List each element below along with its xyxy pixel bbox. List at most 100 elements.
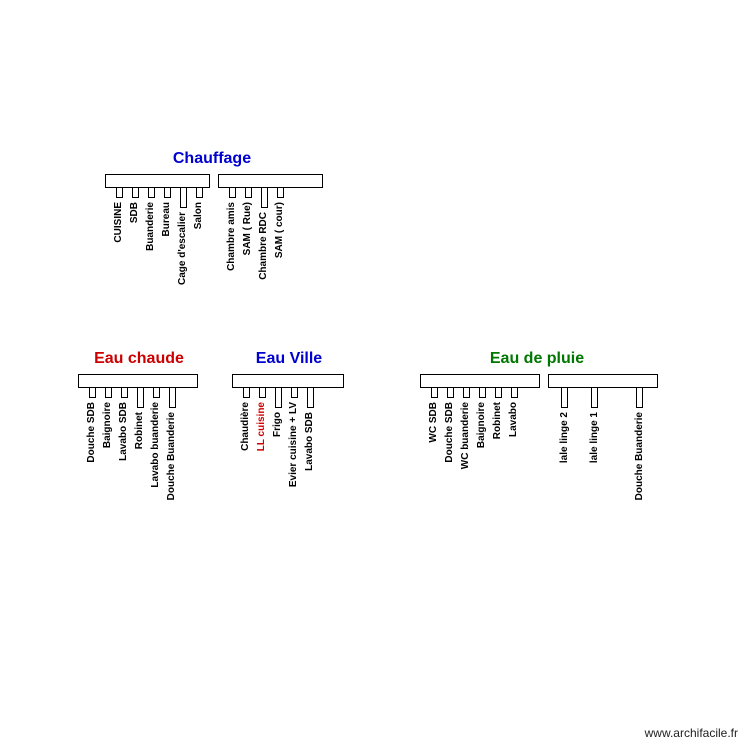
- outlet-tube: [277, 188, 284, 198]
- outlet-tube: [229, 188, 236, 198]
- outlet: Frigo: [270, 388, 286, 487]
- manifold-title: Eau Ville: [232, 350, 346, 368]
- outlet-label: lale linge 1: [590, 412, 600, 463]
- outlet-tube: [132, 188, 139, 198]
- outlet: Douche Buanderie: [635, 388, 645, 500]
- outlet-label: Lavabo buanderie: [151, 402, 161, 488]
- outlet-tube: [243, 388, 250, 398]
- outlet: Chambre amis: [224, 188, 240, 280]
- outlet-tube: [137, 388, 144, 408]
- outlet: Robinet: [132, 388, 148, 500]
- header-bar: [232, 374, 344, 388]
- outlet-tube: [169, 388, 176, 408]
- outlets: lale linge 2lale linge 1Douche Buanderie: [548, 388, 658, 389]
- header-bar: [420, 374, 540, 388]
- outlet-tube: [148, 188, 155, 198]
- outlet: Buanderie: [143, 188, 159, 285]
- outlet: LL cuisine: [254, 388, 270, 487]
- outlet: lale linge 1: [590, 388, 600, 463]
- outlet-label: Frigo: [273, 412, 283, 437]
- manifold-eau_chaude: Eau chaudeDouche SDBBaignoireLavabo SDBR…: [78, 350, 206, 500]
- outlet-tube: [180, 188, 187, 208]
- outlet: SAM ( Rue): [240, 188, 256, 280]
- outlet: Douche SDB: [442, 388, 458, 469]
- outlet: Douche Buanderie: [164, 388, 180, 500]
- manifold-bar: WC SDB Douche SDB WC buanderie Baignoire Rob…: [420, 374, 546, 469]
- outlet-tube: [116, 188, 123, 198]
- outlet-label: Douche SDB: [445, 402, 455, 463]
- outlet-tube: [259, 388, 266, 398]
- outlet-tube: [261, 188, 268, 208]
- outlet: CUISINE: [111, 188, 127, 285]
- outlet: Lavabo buanderie: [148, 388, 164, 500]
- outlet-label: Lavabo: [509, 402, 519, 437]
- manifold-bar: Chaudière LL cuisine FrigoEvier cuisine + …: [232, 374, 350, 487]
- outlet-label: Salon: [194, 202, 204, 229]
- outlet: Chaudière: [238, 388, 254, 487]
- manifold-bar: Douche SDB Baignoire Lavabo SDB Robinet Lava…: [78, 374, 204, 500]
- outlet-tube: [447, 388, 454, 398]
- outlet-tube: [291, 388, 298, 398]
- outlet: Salon: [191, 188, 207, 285]
- outlet-label: Baignoire: [103, 402, 113, 448]
- outlets: Douche SDB Baignoire Lavabo SDB Robinet Lava…: [78, 388, 204, 500]
- outlet-label: WC SDB: [429, 402, 439, 443]
- outlet-label: Douche SDB: [87, 402, 97, 463]
- outlet-tube: [591, 388, 598, 408]
- outlet-label: Chambre RDC: [259, 212, 269, 280]
- outlet-label: Buanderie: [146, 202, 156, 251]
- outlet-label: Lavabo SDB: [119, 402, 129, 461]
- outlet-label: LL cuisine: [257, 402, 267, 451]
- outlet-tube: [245, 188, 252, 198]
- outlet: WC SDB: [426, 388, 442, 469]
- outlet: Chambre RDC: [256, 188, 272, 280]
- manifold-eau_de_pluie: Eau de pluie WC SDB Douche SDB WC buanderie…: [420, 350, 660, 469]
- outlet: lale linge 2: [560, 388, 570, 463]
- outlet-tube: [561, 388, 568, 408]
- outlets: CUISINE SDB Buanderie BureauCage d'escalier…: [105, 188, 216, 285]
- outlet-label: Douche Buanderie: [635, 412, 645, 500]
- outlet: Lavabo SDB: [302, 388, 318, 487]
- outlet: Baignoire: [100, 388, 116, 500]
- outlet: Bureau: [159, 188, 175, 285]
- manifold-body: CUISINE SDB Buanderie BureauCage d'escalier…: [105, 174, 331, 285]
- outlet-label: Lavabo SDB: [305, 412, 315, 471]
- outlet-label: Robinet: [493, 402, 503, 439]
- outlet-tube: [511, 388, 518, 398]
- outlet-tube: [463, 388, 470, 398]
- manifold-chauffage: ChauffageCUISINESDBBuanderieBureauCage d…: [105, 150, 331, 285]
- manifold-title: Eau de pluie: [420, 350, 654, 368]
- header-bar: [548, 374, 658, 388]
- outlet: WC buanderie: [458, 388, 474, 469]
- outlet: Baignoire: [474, 388, 490, 469]
- outlet-tube: [275, 388, 282, 408]
- header-bar: [78, 374, 198, 388]
- outlet-label: SAM ( cour): [275, 202, 285, 258]
- manifold-body: WC SDB Douche SDB WC buanderie Baignoire Rob…: [420, 374, 660, 469]
- outlets: Chambre amisSAM ( Rue) Chambre RDC SAM ( c…: [218, 188, 329, 280]
- outlet: SAM ( cour): [272, 188, 288, 280]
- outlet-label: Robinet: [135, 412, 145, 449]
- manifold-body: Douche SDB Baignoire Lavabo SDB Robinet Lava…: [78, 374, 206, 500]
- outlet-label: Baignoire: [477, 402, 487, 448]
- outlet-label: SAM ( Rue): [243, 202, 253, 255]
- outlet-label: Chaudière: [241, 402, 251, 451]
- outlets: WC SDB Douche SDB WC buanderie Baignoire Rob…: [420, 388, 546, 469]
- header-bar: [218, 174, 323, 188]
- outlet: SDB: [127, 188, 143, 285]
- outlet: Lavabo SDB: [116, 388, 132, 500]
- header-bar: [105, 174, 210, 188]
- outlet: Lavabo: [506, 388, 522, 469]
- outlet-tube: [105, 388, 112, 398]
- outlet-label: Bureau: [162, 202, 172, 236]
- outlet-tube: [196, 188, 203, 198]
- outlet-tube: [89, 388, 96, 398]
- outlet-label: lale linge 2: [560, 412, 570, 463]
- outlet-label: WC buanderie: [461, 402, 471, 469]
- outlet: Evier cuisine + LV: [286, 388, 302, 487]
- outlet-label: SDB: [130, 202, 140, 223]
- outlet: Douche SDB: [84, 388, 100, 500]
- outlet-label: CUISINE: [114, 202, 124, 243]
- manifold-body: Chaudière LL cuisine FrigoEvier cuisine + …: [232, 374, 352, 487]
- outlet: Cage d'escalier: [175, 188, 191, 285]
